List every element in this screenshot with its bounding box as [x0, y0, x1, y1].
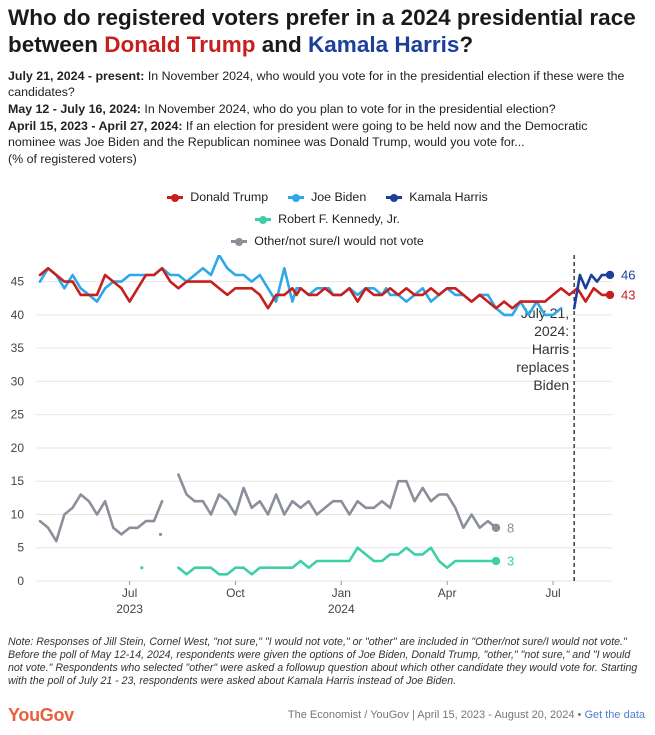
chart-title: Who do registered voters prefer in a 202… [8, 4, 648, 58]
line-chart: 0 5 10 15 20 25 30 35 40 45 Jul 2023 Oct Jan 2024 Apr Ju… [11, 255, 635, 616]
series-end-label-robert-f-kennedy-jr: 3 [507, 554, 514, 569]
title-and: and [255, 32, 309, 57]
legend-row-1: Donald Trump Joe Biden Kamala Harris [0, 186, 655, 208]
legend-swatch-biden [288, 192, 305, 202]
legend-label-other: Other/not sure/I would not vote [254, 234, 424, 248]
source-text: The Economist / YouGov | April 15, 2023 … [287, 709, 575, 721]
series-end-label-kamala-harris: 46 [621, 267, 635, 282]
y-tick-label-30: 30 [11, 374, 25, 388]
isolated-point-1 [158, 532, 163, 537]
footer: YouGov The Economist / YouGov | April 15… [8, 703, 645, 727]
question-wordings: July 21, 2024 - present: In November 202… [8, 68, 638, 167]
series-line-donald-trump [38, 267, 612, 310]
title-part1: Who do registered voters prefer in a 202… [8, 5, 636, 57]
event-annotation-line-1: 2024: [534, 323, 569, 339]
legend-item-kennedy[interactable]: Robert F. Kennedy, Jr. [255, 212, 400, 226]
question-3: April 15, 2023 - April 27, 2024: If an e… [8, 118, 638, 150]
question-2: May 12 - July 16, 2024: In November 2024… [8, 101, 638, 117]
y-tick-label-0: 0 [17, 574, 24, 588]
question-1-text: In November 2024, who would you vote for… [8, 69, 625, 99]
legend-label-biden: Joe Biden [311, 190, 367, 204]
question-2-text: In November 2024, who do you plan to vot… [140, 102, 556, 116]
series-end-dot-donald-trump [605, 290, 615, 300]
series-end-label-other-not-sure-i-would-not-vote: 8 [507, 520, 514, 535]
question-2-date: May 12 - July 16, 2024: [8, 102, 141, 116]
series-end-dot-robert-f-kennedy-jr [491, 556, 501, 566]
event-annotation-line-2: Harris [532, 341, 569, 357]
legend-label-kennedy: Robert F. Kennedy, Jr. [278, 212, 400, 226]
event-annotation: July 21, 2024: Harris replaces Biden [516, 305, 569, 393]
legend-label-harris: Kamala Harris [409, 190, 488, 204]
legend-swatch-other [231, 236, 248, 246]
title-trump: Donald Trump [104, 32, 256, 57]
legend-item-other[interactable]: Other/not sure/I would not vote [231, 234, 424, 248]
series-end-label-donald-trump: 43 [621, 287, 635, 302]
legend-row-2: Robert F. Kennedy, Jr. [0, 208, 655, 230]
x-tick-year-2: 2024 [328, 602, 355, 616]
source-bullet: • [577, 709, 582, 721]
legend-item-biden[interactable]: Joe Biden [288, 190, 366, 204]
y-tick-label-15: 15 [11, 474, 25, 488]
legend-swatch-harris [386, 192, 403, 202]
y-tick-label-35: 35 [11, 341, 25, 355]
legend-row-3: Other/not sure/I would not vote [0, 230, 655, 252]
x-tick-label-3: Apr [438, 586, 457, 600]
legend-swatch-kennedy [255, 214, 272, 224]
y-tick-label-5: 5 [17, 541, 24, 555]
x-tick-label-0: Jul [122, 586, 137, 600]
x-tick-year-0: 2023 [116, 602, 143, 616]
question-3-date: April 15, 2023 - April 27, 2024: [8, 119, 183, 133]
y-tick-label-40: 40 [11, 308, 25, 322]
legend-item-trump[interactable]: Donald Trump [167, 190, 268, 204]
x-tick-label-4: Jul [545, 586, 560, 600]
get-data-link[interactable]: Get the data [584, 709, 645, 721]
series-end-dot-kamala-harris [605, 270, 615, 280]
title-harris: Kamala Harris [308, 32, 460, 57]
y-tick-label-25: 25 [11, 408, 25, 422]
footnote: Note: Responses of Jill Stein, Cornel We… [8, 636, 638, 687]
y-tick-label-20: 20 [11, 441, 25, 455]
yougov-logo: YouGov [8, 704, 74, 725]
question-1-date: July 21, 2024 - present: [8, 69, 145, 83]
series-line-kamala-harris [572, 273, 612, 310]
legend-swatch-trump [167, 192, 184, 202]
chart-legend: Donald Trump Joe Biden Kamala Harris Rob… [0, 186, 655, 252]
question-1: July 21, 2024 - present: In November 202… [8, 68, 638, 100]
y-tick-label-45: 45 [11, 275, 25, 289]
legend-item-harris[interactable]: Kamala Harris [386, 190, 488, 204]
event-annotation-line-3: replaces [516, 359, 569, 375]
y-tick-label-10: 10 [11, 507, 25, 521]
series-line-other-not-sure-i-would-not-vote [38, 473, 498, 543]
legend-label-trump: Donald Trump [190, 190, 269, 204]
unit-note: (% of registered voters) [8, 152, 137, 166]
source-line: The Economist / YouGov | April 15, 2023 … [288, 709, 645, 721]
x-tick-label-2: Jan [332, 586, 351, 600]
isolated-point-0 [140, 566, 144, 570]
x-tick-label-1: Oct [226, 586, 245, 600]
title-end: ? [459, 32, 474, 57]
question-3-text: If an election for president were going … [8, 119, 588, 149]
series-line-robert-f-kennedy-jr [177, 546, 498, 576]
event-annotation-line-4: Biden [533, 377, 569, 393]
series-end-dot-other-not-sure-i-would-not-vote [491, 523, 501, 532]
